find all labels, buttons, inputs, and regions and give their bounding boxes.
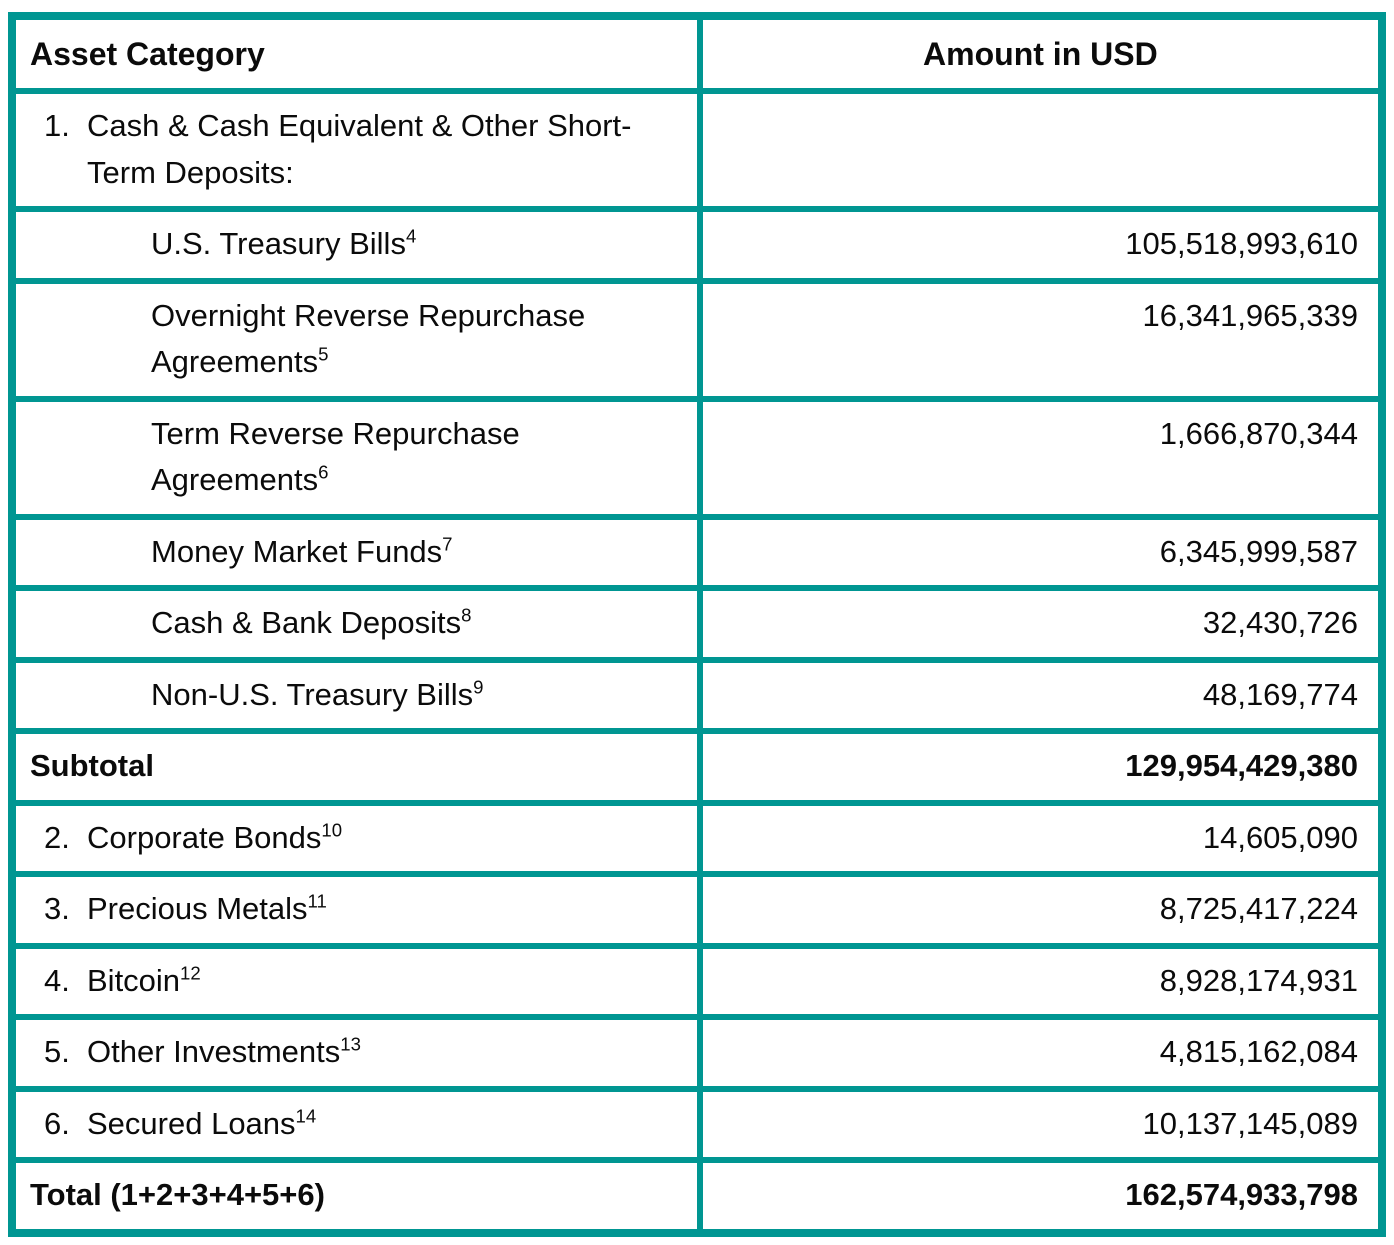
row-label: Cash & Cash Equivalent & Other Short-Ter… [87,108,632,190]
table-row: 3. Precious Metals11 8,725,417,224 [9,871,1386,949]
asset-category-cell: Subtotal [9,728,703,806]
amount-cell [696,88,1386,212]
row-label: Cash & Bank Deposits [151,605,462,640]
footnote-reference: 8 [461,604,472,626]
column-header-asset-category: Asset Category [9,13,703,94]
row-number: 1. [44,108,70,143]
amount-cell: 1,666,870,344 [696,395,1386,520]
footnote-reference: 14 [295,1105,317,1127]
asset-category-cell: Non-U.S. Treasury Bills9 [9,656,703,734]
asset-category-cell: Total (1+2+3+4+5+6) [9,1157,703,1236]
table-row: Money Market Funds7 6,345,999,587 [9,513,1386,591]
amount-cell: 6,345,999,587 [696,513,1386,591]
footnote-reference: 5 [318,343,329,365]
row-label: Money Market Funds [151,533,443,569]
row-number: 3. [44,891,70,926]
amount-cell: 14,605,090 [696,799,1386,877]
amount-cell: 105,518,993,610 [696,206,1386,284]
amount-cell: 162,574,933,798 [696,1157,1386,1236]
row-label: Precious Metals [87,891,308,926]
asset-category-cell: 5. Other Investments13 [9,1014,703,1092]
column-header-amount-in-usd: Amount in USD [696,13,1386,94]
row-number: 4. [44,962,70,998]
row-label: Other Investments [87,1034,341,1069]
row-label: Term Reverse Repurchase Agreements [151,415,520,498]
table-row: Total (1+2+3+4+5+6) 162,574,933,798 [9,1157,1386,1236]
footnote-reference: 10 [321,819,343,841]
amount-cell: 129,954,429,380 [696,728,1386,806]
amount-cell: 32,430,726 [696,585,1386,663]
asset-category-table: Asset Category Amount in USD 1. Cash & Ca… [8,12,1386,1237]
footnote-reference: 7 [442,533,453,555]
row-number: 6. [44,1105,70,1141]
footnote-reference: 6 [318,461,329,483]
asset-category-cell: 4. Bitcoin12 [9,942,703,1020]
row-number: 2. [44,819,70,855]
row-label: Secured Loans [87,1105,296,1141]
row-label: Corporate Bonds [87,819,322,855]
row-label: Subtotal [30,748,154,783]
row-label: Non-U.S. Treasury Bills [151,676,474,712]
asset-category-cell: 2. Corporate Bonds10 [9,799,703,877]
amount-cell: 48,169,774 [696,656,1386,734]
row-label: U.S. Treasury Bills [151,226,406,261]
amount-cell: 8,928,174,931 [696,942,1386,1020]
asset-category-cell: Term Reverse Repurchase Agreements6 [9,395,703,520]
row-label: Total (1+2+3+4+5+6) [30,1177,325,1212]
row-label: Bitcoin [87,962,181,998]
footnote-reference: 13 [340,1033,361,1055]
asset-category-cell: 6. Secured Loans14 [9,1085,703,1163]
footnote-reference: 4 [405,225,417,247]
asset-category-cell: 3. Precious Metals11 [9,871,703,949]
table-row: 2. Corporate Bonds10 14,605,090 [9,799,1386,877]
table-row: Term Reverse Repurchase Agreements6 1,666… [9,395,1386,520]
amount-cell: 10,137,145,089 [696,1085,1386,1163]
table-row: 4. Bitcoin12 8,928,174,931 [9,942,1386,1020]
footnote-reference: 9 [473,676,484,698]
table-row: 6. Secured Loans14 10,137,145,089 [9,1085,1386,1163]
table-body: 1. Cash & Cash Equivalent & Other Short-T… [9,88,1386,1236]
row-label: Overnight Reverse Repurchase Agreements [151,297,586,380]
header-row: Asset Category Amount in USD [9,13,1386,94]
table-row: Overnight Reverse Repurchase Agreements5… [9,277,1386,402]
table-row: 5. Other Investments13 4,815,162,084 [9,1014,1386,1092]
table-row: Subtotal 129,954,429,380 [9,728,1386,806]
amount-cell: 8,725,417,224 [696,871,1386,949]
asset-category-cell: U.S. Treasury Bills4 [9,206,703,284]
footnote-reference: 12 [180,962,201,984]
table-row: U.S. Treasury Bills4 105,518,993,610 [9,206,1386,284]
asset-category-cell: Money Market Funds7 [9,513,703,591]
amount-cell: 16,341,965,339 [696,277,1386,402]
row-number: 5. [44,1034,70,1069]
amount-cell: 4,815,162,084 [696,1014,1386,1092]
footnote-reference: 11 [307,890,327,912]
asset-category-cell: Overnight Reverse Repurchase Agreements5 [9,277,703,402]
asset-category-cell: 1. Cash & Cash Equivalent & Other Short-T… [9,88,703,212]
asset-category-cell: Cash & Bank Deposits8 [9,585,703,663]
table-row: Cash & Bank Deposits8 32,430,726 [9,585,1386,663]
table-row: 1. Cash & Cash Equivalent & Other Short-T… [9,88,1386,212]
table-row: Non-U.S. Treasury Bills9 48,169,774 [9,656,1386,734]
